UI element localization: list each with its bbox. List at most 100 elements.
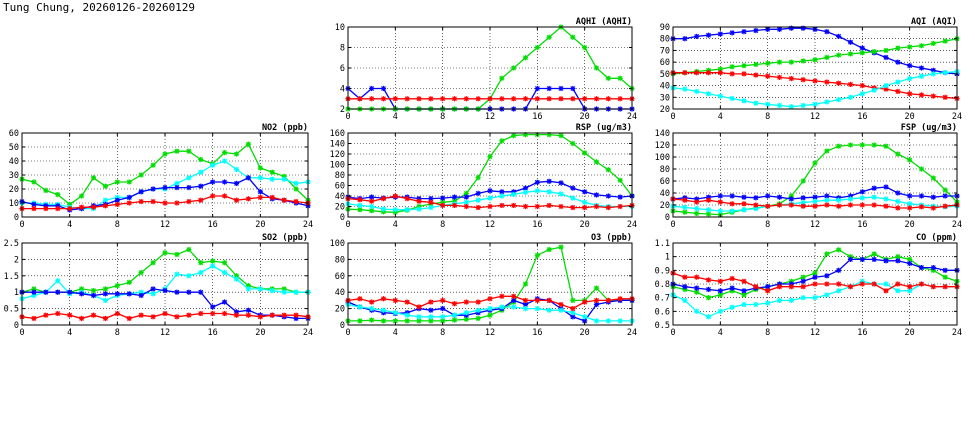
data-point — [463, 96, 469, 102]
data-point — [593, 159, 600, 165]
data-point — [369, 203, 375, 210]
x-tick-label: 24 — [952, 220, 962, 230]
y-tick-label: 0 — [665, 213, 670, 223]
x-tick-label: 4 — [393, 112, 398, 122]
data-point — [463, 299, 469, 305]
data-point — [511, 293, 517, 299]
data-point — [416, 314, 422, 320]
data-point — [174, 185, 180, 191]
data-point — [392, 193, 398, 199]
data-point — [729, 64, 735, 70]
x-tick-label: 0 — [345, 112, 350, 122]
data-point — [847, 94, 854, 100]
data-point — [717, 208, 723, 214]
data-point — [558, 203, 564, 210]
series-line-cyan — [21, 265, 308, 302]
data-point — [186, 289, 192, 295]
data-point — [883, 196, 889, 202]
data-point — [451, 317, 458, 323]
data-point — [534, 44, 540, 51]
data-point — [487, 312, 493, 318]
data-point — [605, 318, 611, 324]
data-point — [269, 312, 275, 318]
data-point — [705, 197, 712, 203]
data-point — [293, 199, 299, 205]
data-point — [605, 193, 611, 199]
data-point — [558, 85, 564, 92]
data-point — [269, 287, 275, 294]
data-point — [859, 45, 865, 51]
data-point — [824, 148, 830, 154]
data-point — [593, 192, 600, 198]
x-tick-label: 24 — [627, 220, 637, 230]
data-point — [558, 244, 564, 250]
data-point — [582, 44, 588, 51]
data-point — [847, 202, 854, 208]
data-point — [511, 191, 517, 198]
data-point — [800, 102, 806, 109]
x-tick-label: 12 — [485, 328, 495, 338]
data-point — [930, 175, 936, 181]
data-point — [918, 92, 925, 98]
data-point — [895, 205, 901, 211]
data-point — [534, 297, 540, 303]
data-point — [907, 284, 913, 290]
data-point — [582, 199, 588, 205]
y-tick-label: 20 — [9, 185, 19, 195]
data-point — [186, 185, 192, 191]
data-point — [694, 308, 700, 314]
data-point — [511, 133, 517, 139]
data-point — [257, 175, 263, 181]
data-point — [776, 194, 783, 200]
x-tick-label: 8 — [440, 112, 445, 122]
chart-title: SO2 (ppb) — [262, 233, 308, 243]
data-point — [942, 193, 948, 199]
y-tick-label: 20 — [335, 305, 345, 315]
data-point — [114, 201, 120, 207]
data-point — [907, 75, 913, 82]
data-point — [812, 160, 818, 166]
data-point — [717, 70, 723, 76]
data-point — [67, 289, 73, 295]
data-point — [570, 34, 576, 40]
y-tick-label: 60 — [9, 129, 19, 139]
data-point — [930, 205, 936, 211]
data-point — [522, 203, 529, 210]
data-point — [511, 65, 517, 71]
data-point — [198, 260, 204, 266]
data-point — [907, 157, 913, 163]
x-tick-label: 8 — [765, 112, 770, 122]
y-tick-label: 2.5 — [4, 239, 19, 249]
y-tick-label: 70 — [660, 46, 670, 56]
data-point — [357, 202, 363, 209]
data-point — [210, 258, 216, 264]
x-tick-label: 8 — [765, 220, 770, 230]
data-point — [428, 96, 434, 102]
data-point — [428, 199, 434, 205]
y-tick-label: 20 — [335, 203, 345, 213]
data-point — [776, 26, 783, 32]
data-point — [717, 31, 723, 37]
y-tick-label: 8 — [340, 44, 345, 54]
y-tick-label: 30 — [9, 171, 19, 181]
y-tick-label: 2 — [340, 105, 345, 115]
data-point — [753, 195, 759, 201]
data-point — [741, 29, 747, 35]
data-point — [440, 195, 446, 201]
y-tick-label: 120 — [330, 150, 345, 160]
data-point — [800, 195, 806, 201]
x-tick-label: 12 — [810, 328, 820, 338]
data-point — [788, 196, 794, 202]
data-point — [511, 304, 517, 310]
y-tick-label: 0.5 — [4, 305, 19, 315]
data-point — [475, 96, 481, 102]
data-point — [705, 32, 712, 38]
data-point — [162, 310, 168, 317]
data-point — [836, 267, 842, 273]
data-point — [451, 301, 458, 307]
data-point — [682, 209, 688, 215]
data-point — [694, 285, 700, 291]
data-point — [475, 190, 481, 196]
data-point — [440, 202, 446, 209]
